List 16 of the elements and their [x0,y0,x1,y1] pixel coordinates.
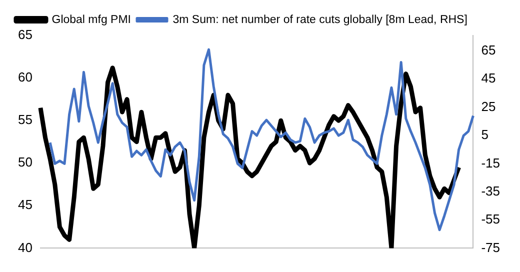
legend-label: 3m Sum: net number of rate cuts globally [8m Lead, RHS] [172,14,468,26]
y2-tick-label: 5 [481,127,488,142]
y-tick-label: 65 [18,27,32,42]
y-tick-label: 55 [18,112,32,128]
y2-tick-label: -35 [481,183,500,198]
y2-tick-label: -15 [481,155,500,170]
y2-tick-label: 25 [481,98,496,114]
y-tick-label: 40 [18,240,32,255]
y-tick-label: 45 [18,197,32,212]
y-tick-label: 50 [18,154,32,170]
y2-tick-label: 45 [481,70,496,86]
y-tick-label: 60 [18,70,32,85]
legend-label: Global mfg PMI [52,14,131,26]
y2-tick-label: -75 [481,240,500,255]
y2-tick-label: 65 [481,42,496,58]
y2-tick-label: -55 [481,212,500,227]
